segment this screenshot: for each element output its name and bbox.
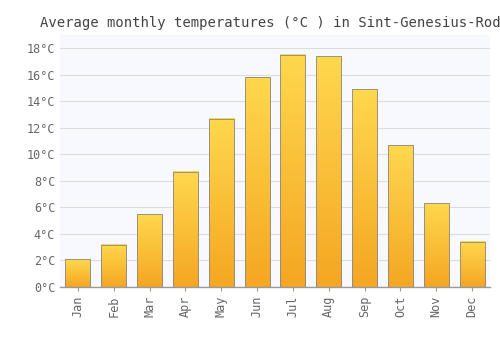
Bar bbox=[388, 145, 413, 287]
Bar bbox=[173, 172, 198, 287]
Bar bbox=[352, 89, 377, 287]
Bar bbox=[316, 56, 342, 287]
Bar bbox=[137, 214, 162, 287]
Bar bbox=[101, 245, 126, 287]
Bar bbox=[460, 242, 484, 287]
Title: Average monthly temperatures (°C ) in Sint-Genesius-Rode: Average monthly temperatures (°C ) in Si… bbox=[40, 16, 500, 30]
Bar bbox=[280, 55, 305, 287]
Bar bbox=[424, 203, 449, 287]
Bar bbox=[66, 259, 90, 287]
Bar bbox=[244, 77, 270, 287]
Bar bbox=[208, 119, 234, 287]
